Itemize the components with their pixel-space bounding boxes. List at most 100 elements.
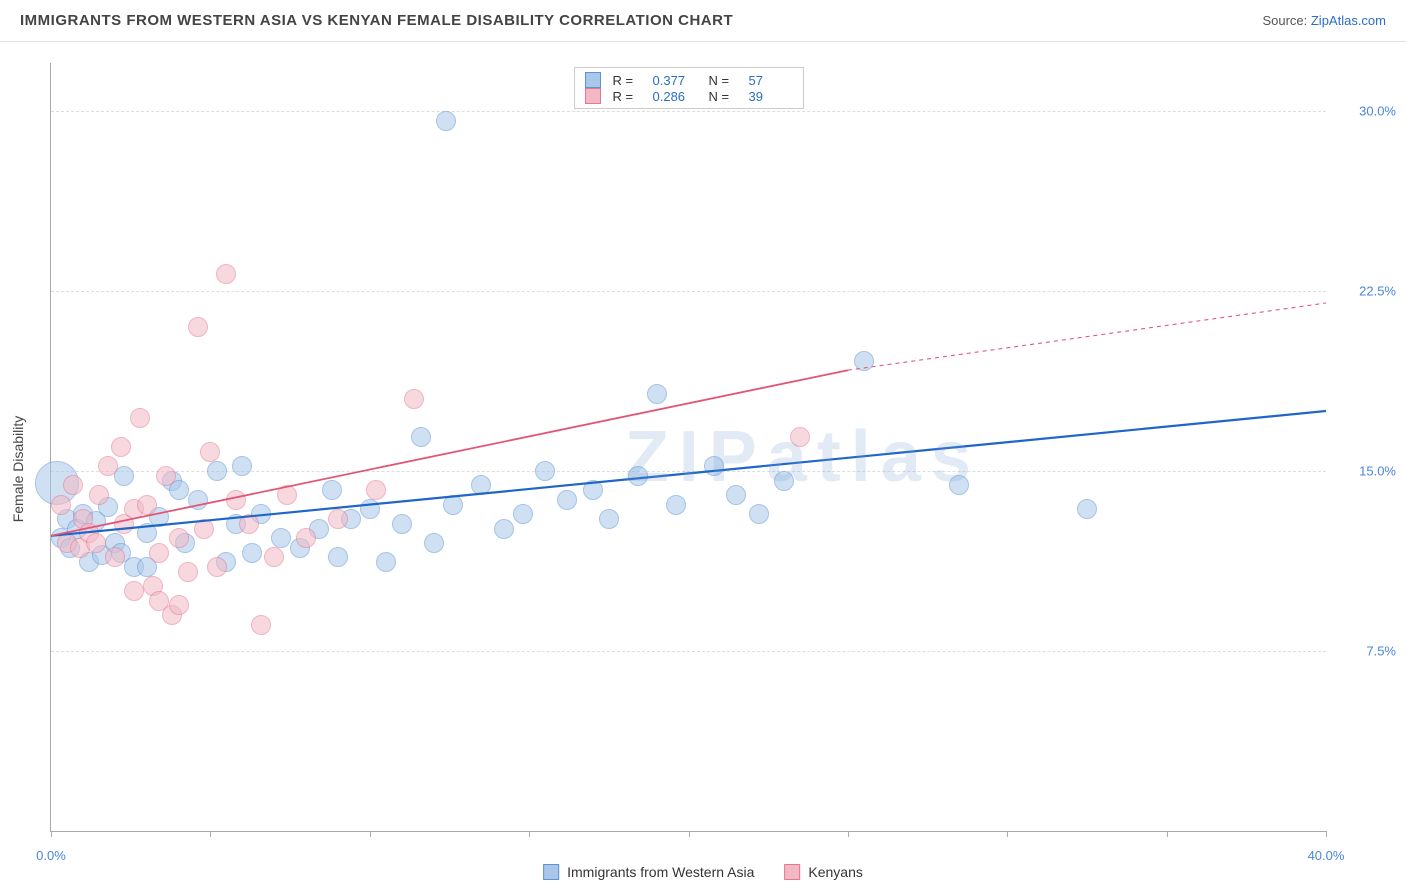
r-value-1: 0.377 bbox=[653, 73, 697, 88]
scatter-point bbox=[774, 471, 794, 491]
scatter-point bbox=[130, 408, 150, 428]
n-value-2: 39 bbox=[749, 89, 793, 104]
legend-swatch-2 bbox=[585, 88, 601, 104]
x-tick bbox=[370, 831, 371, 837]
legend-item: Immigrants from Western Asia bbox=[543, 864, 754, 880]
source-prefix: Source: bbox=[1262, 13, 1310, 28]
scatter-point bbox=[251, 615, 271, 635]
scatter-point bbox=[51, 495, 71, 515]
scatter-point bbox=[277, 485, 297, 505]
scatter-point bbox=[726, 485, 746, 505]
scatter-point bbox=[628, 466, 648, 486]
trend-lines bbox=[51, 63, 1326, 831]
scatter-point bbox=[232, 456, 252, 476]
legend-swatch-1 bbox=[585, 72, 601, 88]
y-tick-label: 22.5% bbox=[1336, 284, 1396, 299]
scatter-point bbox=[424, 533, 444, 553]
scatter-point bbox=[366, 480, 386, 500]
scatter-point bbox=[557, 490, 577, 510]
gridline-h bbox=[51, 291, 1326, 292]
scatter-point bbox=[216, 264, 236, 284]
scatter-point bbox=[89, 485, 109, 505]
y-axis-label: Female Disability bbox=[10, 415, 26, 522]
scatter-point bbox=[188, 317, 208, 337]
scatter-point bbox=[194, 519, 214, 539]
scatter-point bbox=[200, 442, 220, 462]
scatter-point bbox=[704, 456, 724, 476]
scatter-point bbox=[411, 427, 431, 447]
scatter-point bbox=[854, 351, 874, 371]
scatter-point bbox=[105, 547, 125, 567]
scatter-point bbox=[86, 533, 106, 553]
scatter-point bbox=[207, 461, 227, 481]
scatter-point bbox=[376, 552, 396, 572]
legend-label: Kenyans bbox=[808, 864, 862, 880]
plot-region: ZIPatlas R = 0.377 N = 57 R = 0.286 N = … bbox=[50, 63, 1326, 832]
scatter-point bbox=[296, 528, 316, 548]
scatter-point bbox=[360, 499, 380, 519]
scatter-point bbox=[264, 547, 284, 567]
scatter-point bbox=[513, 504, 533, 524]
scatter-point bbox=[169, 528, 189, 548]
gridline-h bbox=[51, 111, 1326, 112]
scatter-point bbox=[63, 475, 83, 495]
scatter-point bbox=[599, 509, 619, 529]
x-tick bbox=[1007, 831, 1008, 837]
n-value-1: 57 bbox=[749, 73, 793, 88]
scatter-point bbox=[404, 389, 424, 409]
scatter-point bbox=[1077, 499, 1097, 519]
x-tick bbox=[529, 831, 530, 837]
scatter-point bbox=[647, 384, 667, 404]
legend-item: Kenyans bbox=[784, 864, 862, 880]
scatter-point bbox=[178, 562, 198, 582]
scatter-point bbox=[226, 490, 246, 510]
y-tick-label: 15.0% bbox=[1336, 464, 1396, 479]
x-tick bbox=[51, 831, 52, 837]
correlation-legend: R = 0.377 N = 57 R = 0.286 N = 39 bbox=[574, 67, 804, 109]
legend-row-series-1: R = 0.377 N = 57 bbox=[585, 72, 793, 88]
x-tick bbox=[210, 831, 211, 837]
scatter-point bbox=[169, 595, 189, 615]
x-tick-label: 40.0% bbox=[1308, 848, 1345, 863]
legend-label: Immigrants from Western Asia bbox=[567, 864, 754, 880]
scatter-point bbox=[156, 466, 176, 486]
scatter-point bbox=[149, 591, 169, 611]
scatter-point bbox=[666, 495, 686, 515]
scatter-point bbox=[443, 495, 463, 515]
gridline-h bbox=[51, 651, 1326, 652]
source-link[interactable]: ZipAtlas.com bbox=[1311, 13, 1386, 28]
x-tick bbox=[848, 831, 849, 837]
scatter-point bbox=[949, 475, 969, 495]
scatter-point bbox=[242, 543, 262, 563]
scatter-point bbox=[494, 519, 514, 539]
scatter-point bbox=[98, 456, 118, 476]
chart-header: IMMIGRANTS FROM WESTERN ASIA VS KENYAN F… bbox=[0, 0, 1406, 42]
legend-row-series-2: R = 0.286 N = 39 bbox=[585, 88, 793, 104]
series-legend: Immigrants from Western Asia Kenyans bbox=[543, 864, 863, 880]
scatter-point bbox=[188, 490, 208, 510]
scatter-point bbox=[392, 514, 412, 534]
scatter-point bbox=[749, 504, 769, 524]
x-tick bbox=[1326, 831, 1327, 837]
source-attribution: Source: ZipAtlas.com bbox=[1262, 13, 1386, 28]
scatter-point bbox=[111, 437, 131, 457]
scatter-point bbox=[535, 461, 555, 481]
scatter-point bbox=[328, 547, 348, 567]
chart-area: Female Disability ZIPatlas R = 0.377 N =… bbox=[0, 45, 1406, 892]
legend-swatch bbox=[784, 864, 800, 880]
scatter-point bbox=[328, 509, 348, 529]
scatter-point bbox=[137, 495, 157, 515]
scatter-point bbox=[124, 581, 144, 601]
y-tick-label: 30.0% bbox=[1336, 104, 1396, 119]
scatter-point bbox=[790, 427, 810, 447]
scatter-point bbox=[583, 480, 603, 500]
y-tick-label: 7.5% bbox=[1336, 644, 1396, 659]
scatter-point bbox=[239, 514, 259, 534]
x-tick-label: 0.0% bbox=[36, 848, 66, 863]
scatter-point bbox=[137, 523, 157, 543]
chart-title: IMMIGRANTS FROM WESTERN ASIA VS KENYAN F… bbox=[20, 12, 733, 29]
legend-swatch bbox=[543, 864, 559, 880]
r-value-2: 0.286 bbox=[653, 89, 697, 104]
scatter-point bbox=[471, 475, 491, 495]
scatter-point bbox=[207, 557, 227, 577]
